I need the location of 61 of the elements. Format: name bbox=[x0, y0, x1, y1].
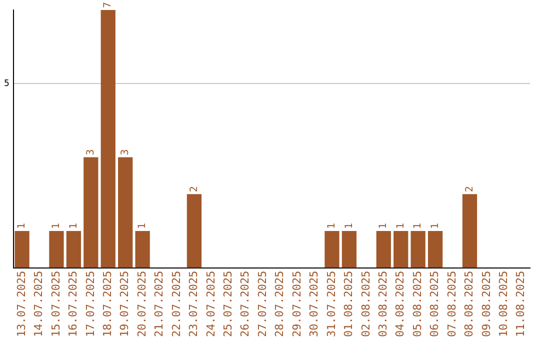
x-tick-label: 26.07.2025 bbox=[238, 270, 252, 338]
data-label: 1 bbox=[378, 222, 390, 229]
x-tick-label: 16.07.2025 bbox=[66, 270, 80, 338]
bar bbox=[410, 230, 426, 268]
data-label: 1 bbox=[412, 222, 424, 229]
x-tick-label: 20.07.2025 bbox=[135, 270, 148, 338]
y-tick-label: 5 bbox=[4, 78, 10, 89]
bar bbox=[428, 230, 443, 268]
x-tick-label: 10.08.2025 bbox=[497, 270, 510, 338]
data-label: 1 bbox=[68, 222, 80, 229]
x-tick-label: 27.07.2025 bbox=[256, 270, 269, 338]
bar bbox=[324, 230, 340, 268]
data-label: 3 bbox=[86, 149, 96, 156]
x-tick-label: 21.07.2025 bbox=[152, 270, 166, 338]
x-tick-label: 30.07.2025 bbox=[308, 270, 321, 338]
data-label: 1 bbox=[430, 222, 441, 229]
data-label: 1 bbox=[395, 222, 406, 229]
bar bbox=[342, 230, 357, 268]
x-tick-label: 01.08.2025 bbox=[342, 270, 356, 338]
data-label: 3 bbox=[120, 149, 131, 156]
bar bbox=[394, 230, 408, 268]
x-tick-label: 25.07.2025 bbox=[222, 270, 235, 338]
bar bbox=[462, 194, 478, 268]
data-label: 1 bbox=[137, 222, 148, 229]
data-label: 2 bbox=[464, 186, 476, 192]
x-tick-label: 04.08.2025 bbox=[394, 270, 407, 338]
x-tick-label: 17.07.2025 bbox=[84, 270, 97, 338]
bar bbox=[376, 230, 391, 268]
x-tick-label: 29.07.2025 bbox=[290, 270, 304, 338]
x-tick-label: 22.07.2025 bbox=[170, 270, 183, 338]
x-tick-label: 05.08.2025 bbox=[410, 270, 424, 338]
x-tick-label: 07.08.2025 bbox=[445, 270, 458, 338]
x-tick-label: 23.07.2025 bbox=[187, 270, 200, 338]
x-tick-label: 09.08.2025 bbox=[480, 270, 493, 338]
bar bbox=[49, 230, 64, 268]
x-tick-label: 14.07.2025 bbox=[32, 270, 46, 338]
x-tick-label: 18.07.2025 bbox=[100, 270, 114, 338]
data-label: 1 bbox=[344, 222, 355, 229]
x-tick-label: 24.07.2025 bbox=[204, 270, 218, 338]
data-label: 7 bbox=[102, 2, 114, 8]
x-tick-label: 19.07.2025 bbox=[118, 270, 132, 338]
bar bbox=[100, 10, 116, 268]
bar bbox=[14, 230, 30, 268]
bar bbox=[135, 230, 150, 268]
x-tick-label: 03.08.2025 bbox=[376, 270, 390, 338]
data-label: 2 bbox=[188, 186, 200, 192]
bar bbox=[186, 194, 202, 268]
x-tick-label: 06.08.2025 bbox=[428, 270, 442, 338]
x-tick-label: 31.07.2025 bbox=[324, 270, 338, 338]
data-label: 1 bbox=[51, 222, 62, 229]
x-tick-label: 28.07.2025 bbox=[273, 270, 286, 338]
bar bbox=[84, 157, 98, 268]
bar bbox=[118, 157, 133, 268]
x-tick-label: 13.07.2025 bbox=[14, 270, 28, 338]
x-tick-label: 02.08.2025 bbox=[359, 270, 372, 338]
data-label: 1 bbox=[16, 222, 28, 229]
data-label: 1 bbox=[326, 222, 338, 229]
x-tick-label: 15.07.2025 bbox=[49, 270, 62, 338]
bar bbox=[66, 230, 82, 268]
x-tick-label: 11.08.2025 bbox=[514, 270, 528, 338]
x-tick-label: 08.08.2025 bbox=[462, 270, 476, 338]
